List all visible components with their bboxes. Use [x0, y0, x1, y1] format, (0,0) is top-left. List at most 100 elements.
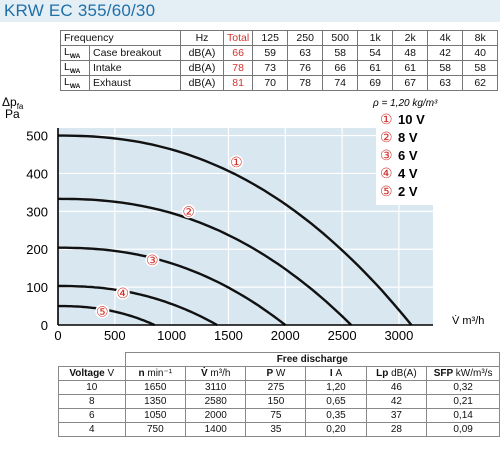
curve-label-bg [181, 204, 196, 219]
band-header: 1k [357, 30, 394, 46]
table-row: 8 1350 2580 150 0,65 42 0,21 [58, 394, 500, 409]
curve-label-bg [229, 155, 244, 170]
legend-marker: ② [380, 129, 393, 145]
total-label: Total [222, 30, 254, 46]
cell: 58 [462, 60, 499, 77]
cell: 1,20 [305, 380, 367, 395]
curve-label-bg [115, 285, 130, 300]
cell: 42 [427, 44, 464, 62]
hz-label: Hz [180, 30, 224, 46]
cell: 0,14 [426, 408, 500, 423]
cell: 1350 [124, 394, 187, 409]
row-label: Intake [89, 60, 181, 77]
legend-marker: ⑤ [380, 183, 393, 199]
band-header: 4k [427, 30, 464, 46]
band-header: 250 [287, 30, 324, 46]
cell: 28 [365, 422, 428, 437]
lwa-symbol: LWA [60, 75, 90, 92]
row-total: 81 [222, 75, 254, 92]
band-header: 125 [252, 30, 289, 46]
column-header: n min⁻¹ [124, 366, 187, 381]
cell: 37 [365, 408, 428, 423]
cell: 63 [287, 44, 324, 62]
curves [57, 134, 413, 327]
cell: 0,32 [426, 380, 500, 395]
y-tick-label: 500 [26, 129, 48, 144]
legend-marker: ③ [380, 147, 393, 163]
cell: 73 [252, 60, 289, 77]
cell: 4 [58, 422, 126, 437]
cell: 1650 [124, 380, 187, 395]
cell: 40 [462, 44, 499, 62]
cell: 275 [245, 380, 307, 395]
legend-label: 10 V [398, 112, 425, 127]
table-row: Voltage V n min⁻¹ V̇ m³/h P W I A Lp dB(… [58, 366, 500, 381]
table-row: 10 1650 3110 275 1,20 46 0,32 [58, 380, 500, 395]
cell: 2580 [185, 394, 247, 409]
legend-marker: ① [380, 111, 393, 127]
legend: ① 10 V ② 8 V ③ 6 V ④ 4 V ⑤ 2 V [376, 110, 433, 205]
table-row: Frequency Hz Total 125 250 500 1k 2k 4k … [60, 30, 499, 46]
y-tick-label: 100 [26, 280, 48, 295]
cell: 6 [58, 408, 126, 423]
curve-4 [58, 284, 218, 327]
band-header: 2k [392, 30, 429, 46]
curve-3 [58, 246, 287, 326]
cell: 59 [252, 44, 289, 62]
curve-labels: ① ② ③ ④⑤ [95, 154, 244, 319]
table-row: LWA Case breakout dB(A) 66 59 63 58 54 4… [60, 44, 499, 62]
table-row: 4 750 1400 35 0,20 28 0,09 [58, 422, 500, 437]
x-tick-label: 1500 [214, 328, 243, 343]
cell: 10 [58, 380, 126, 395]
legend-label: 8 V [398, 130, 418, 145]
cell: 0,09 [426, 422, 500, 437]
row-total: 78 [222, 60, 254, 77]
x-tick-label: 2000 [271, 328, 300, 343]
column-header: I A [305, 366, 367, 381]
row-unit: dB(A) [180, 60, 224, 77]
cell: 61 [357, 60, 394, 77]
cell: 66 [322, 60, 359, 77]
table-row: LWA Intake dB(A) 78 73 76 66 61 61 58 58 [60, 60, 499, 77]
cell: 150 [245, 394, 307, 409]
legend-label: 6 V [398, 148, 418, 163]
table-row: LWA Exhaust dB(A) 81 70 78 74 69 67 63 6… [60, 75, 499, 92]
table-row: 6 1050 2000 75 0,35 37 0,14 [58, 408, 500, 423]
density-note: ρ = 1,20 kg/m³ [372, 98, 438, 109]
cell: 48 [392, 44, 429, 62]
y-tick-label: 300 [26, 204, 48, 219]
legend-label: 2 V [398, 184, 418, 199]
curve-2 [57, 197, 353, 326]
column-header: Lp dB(A) [365, 366, 428, 381]
y-axis-unit: Pa [5, 107, 20, 121]
free-discharge-table: Free discharge Voltage V n min⁻¹ V̇ m³/h… [58, 352, 500, 437]
row-unit: dB(A) [180, 44, 224, 62]
curve-label-marker: ④ [116, 285, 129, 301]
curve-label-marker: ⑤ [96, 303, 109, 319]
cell: 75 [245, 408, 307, 423]
free-discharge-header: Free discharge [124, 352, 500, 367]
y-tick-label: 0 [41, 318, 48, 333]
grid [58, 128, 433, 325]
cell: 62 [462, 75, 499, 92]
column-header: SFP kW/m³/s [426, 366, 500, 381]
y-tick-label: 200 [26, 242, 48, 257]
curve-label-marker: ② [182, 203, 195, 219]
sound-power-table: Frequency Hz Total 125 250 500 1k 2k 4k … [60, 30, 499, 92]
blank-cell [58, 352, 126, 367]
curve-1 [58, 134, 413, 326]
cell: 76 [287, 60, 324, 77]
column-header: P W [245, 366, 307, 381]
frequency-label: Frequency [60, 30, 181, 46]
x-tick-label: 2500 [328, 328, 357, 343]
cell: 2000 [185, 408, 247, 423]
x-tick-label: 1000 [157, 328, 186, 343]
cell: 0,21 [426, 394, 500, 409]
band-header: 8k [462, 30, 499, 46]
curve-label-marker: ① [230, 154, 243, 170]
column-header: Voltage V [58, 366, 126, 381]
legend-box [376, 110, 433, 205]
cell: 3110 [185, 380, 247, 395]
curve-label-bg [95, 304, 110, 319]
